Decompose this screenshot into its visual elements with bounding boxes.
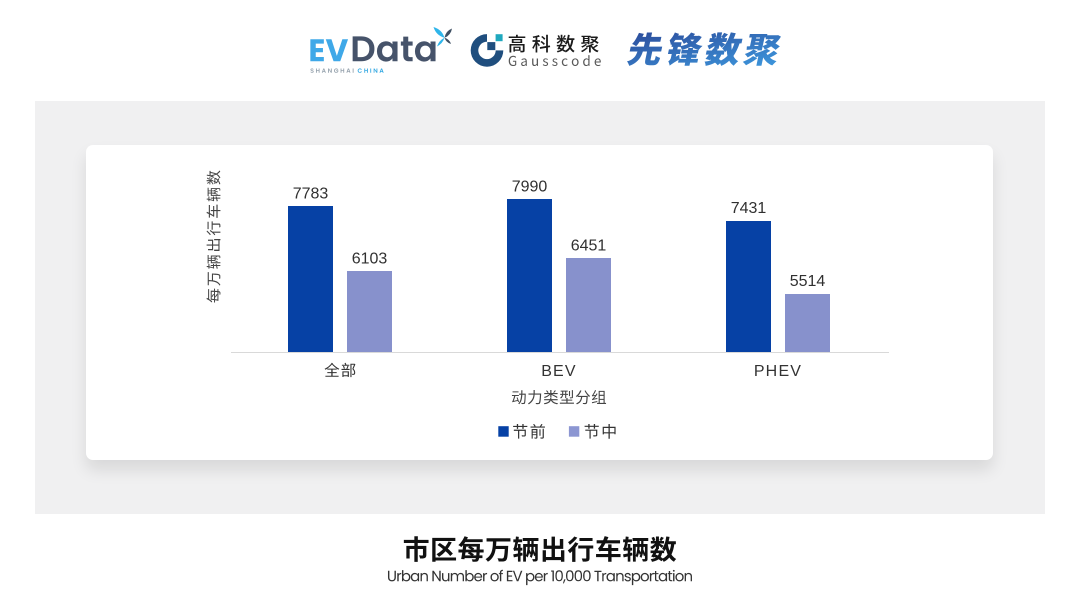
svg-text:PHEV: PHEV (754, 363, 802, 380)
svg-text:BEV: BEV (541, 363, 577, 380)
svg-text:5514: 5514 (790, 273, 826, 290)
svg-text:6451: 6451 (571, 237, 607, 254)
svg-text:7783: 7783 (293, 186, 329, 203)
svg-text:7431: 7431 (731, 200, 767, 217)
svg-text:7990: 7990 (512, 179, 548, 196)
svg-text:6103: 6103 (352, 251, 388, 268)
